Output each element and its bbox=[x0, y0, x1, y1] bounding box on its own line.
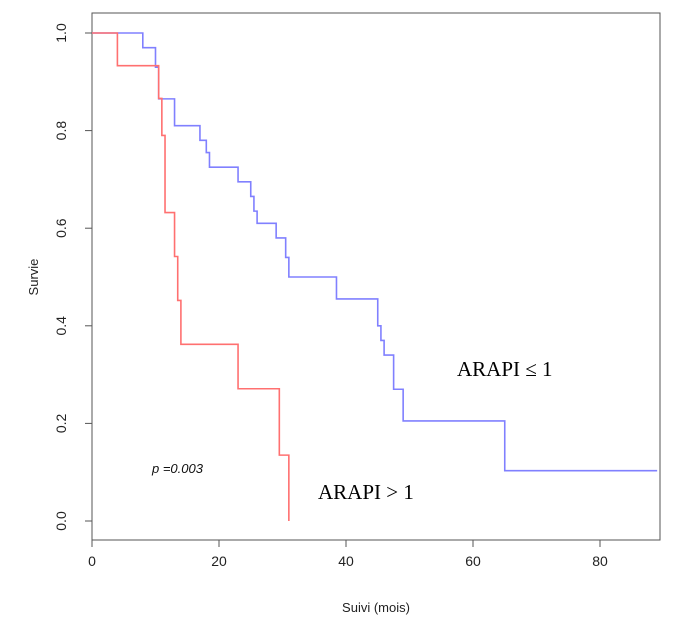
x-axis: 0 20 40 60 80 bbox=[88, 540, 608, 569]
x-tick-label: 40 bbox=[338, 553, 354, 569]
y-tick-label: 0.0 bbox=[53, 511, 69, 531]
series-layer bbox=[92, 32, 658, 521]
x-tick-label: 80 bbox=[592, 553, 608, 569]
annotation-pvalue: p =0.003 bbox=[151, 461, 204, 476]
series-line-arapi-le-1 bbox=[92, 32, 658, 472]
y-tick-label: 0.8 bbox=[53, 121, 69, 141]
series-line-arapi-gt-1 bbox=[92, 32, 290, 521]
y-tick-label: 1.0 bbox=[53, 23, 69, 43]
x-tick-label: 20 bbox=[211, 553, 227, 569]
x-tick-label: 0 bbox=[88, 553, 96, 569]
annotation-arapi-gt-1: ARAPI > 1 bbox=[318, 480, 414, 504]
y-tick-label: 0.4 bbox=[53, 316, 69, 336]
x-tick-label: 60 bbox=[465, 553, 481, 569]
x-axis-title: Suivi (mois) bbox=[342, 600, 410, 615]
annotation-arapi-le-1: ARAPI ≤ 1 bbox=[457, 357, 553, 381]
y-axis-title: Survie bbox=[26, 259, 41, 296]
y-tick-label: 0.2 bbox=[53, 413, 69, 433]
y-tick-label: 0.6 bbox=[53, 218, 69, 238]
y-axis: 0.0 0.2 0.4 0.6 0.8 1.0 bbox=[53, 23, 92, 531]
plot-frame bbox=[91, 12, 661, 541]
